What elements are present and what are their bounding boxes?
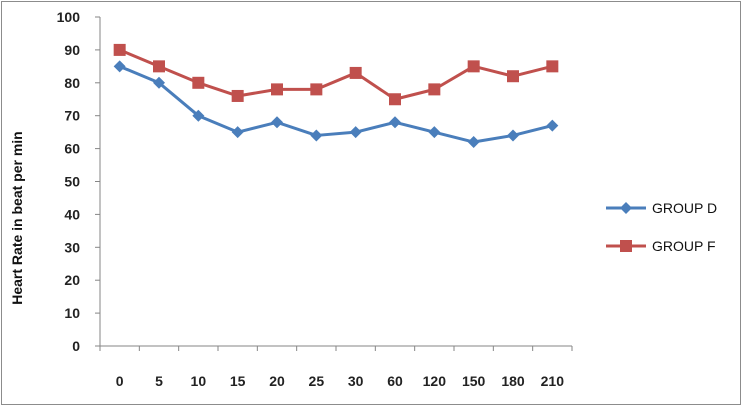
x-tick-label: 120 <box>423 373 447 389</box>
legend: GROUP D GROUP F <box>606 200 717 254</box>
data-point <box>271 116 283 129</box>
data-point <box>467 136 480 149</box>
data-point <box>271 83 283 96</box>
y-tick-label: 90 <box>64 42 80 58</box>
data-point <box>153 60 165 73</box>
x-tick-labels: 0 5 10 15 20 25 30 60 120 150 180 210 <box>116 373 564 389</box>
x-tick-label: 25 <box>309 373 325 389</box>
data-point <box>389 116 401 129</box>
legend-marker <box>620 202 632 214</box>
series-line <box>119 48 553 101</box>
x-tick-label: 20 <box>269 373 285 389</box>
legend-item: GROUP F <box>606 238 716 254</box>
data-point <box>546 119 559 132</box>
y-tick-label: 20 <box>64 272 80 288</box>
data-point <box>192 76 205 89</box>
data-point <box>113 60 126 73</box>
data-point <box>507 129 519 142</box>
x-tick-label: 10 <box>191 373 207 389</box>
legend-label: GROUP F <box>652 238 716 254</box>
y-tick-labels: 0 10 20 30 40 50 60 70 80 90 100 <box>57 9 81 354</box>
data-point <box>428 126 441 139</box>
y-axis-label: Heart Rate in beat per min <box>9 131 25 305</box>
y-tick-label: 100 <box>57 9 81 25</box>
data-point <box>467 60 480 73</box>
x-tick-label: 30 <box>348 373 364 389</box>
data-point <box>349 126 362 139</box>
data-point <box>349 66 362 79</box>
y-tick-label: 70 <box>64 108 80 124</box>
data-point <box>428 83 441 96</box>
series-layer <box>113 43 559 149</box>
x-tick-label: 180 <box>501 373 525 389</box>
data-point <box>507 70 519 83</box>
y-tick-label: 0 <box>72 338 80 354</box>
data-point <box>113 43 126 56</box>
data-point <box>192 109 205 122</box>
legend-marker <box>620 240 632 252</box>
series-group-f <box>113 43 559 106</box>
x-tick-label: 0 <box>116 373 124 389</box>
y-tick-label: 40 <box>64 206 80 222</box>
data-point <box>310 129 323 142</box>
data-point <box>389 93 401 106</box>
data-point <box>546 60 559 73</box>
data-point <box>310 83 323 96</box>
y-tick-label: 10 <box>64 305 80 321</box>
data-point <box>153 76 165 89</box>
x-tick-label: 150 <box>462 373 486 389</box>
y-tick-label: 50 <box>64 174 80 190</box>
data-point <box>231 126 244 139</box>
x-tick-label: 5 <box>155 373 163 389</box>
series-line <box>119 64 553 144</box>
data-point <box>231 89 244 102</box>
y-tick-label: 30 <box>64 239 80 255</box>
y-tick-label: 60 <box>64 141 80 157</box>
x-tick-label: 15 <box>230 373 246 389</box>
axes <box>95 16 573 351</box>
x-tick-label: 210 <box>541 373 565 389</box>
x-tick-label: 60 <box>387 373 403 389</box>
legend-item: GROUP D <box>606 200 717 216</box>
y-tick-label: 80 <box>64 75 80 91</box>
legend-label: GROUP D <box>652 200 717 216</box>
series-group-d <box>113 60 559 149</box>
